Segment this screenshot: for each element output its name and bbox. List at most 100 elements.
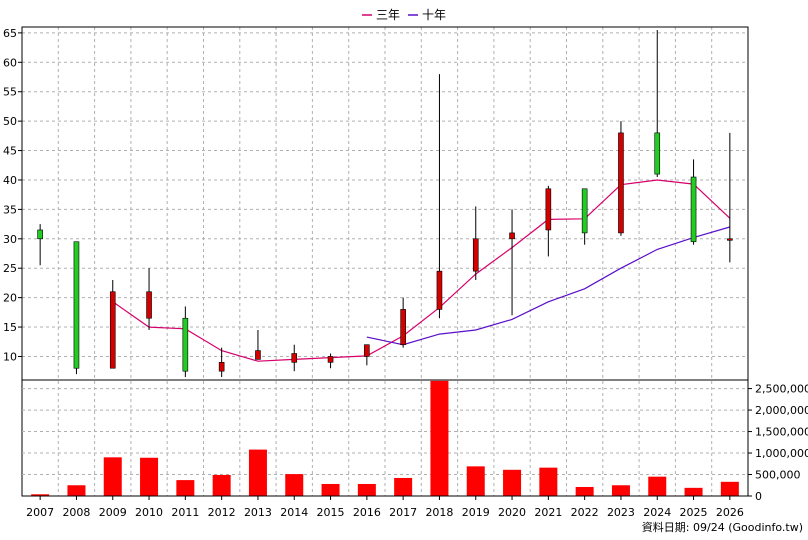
candle	[109, 279, 116, 369]
x-tick-label: 2015	[317, 506, 345, 519]
candle	[291, 344, 298, 372]
candle-body	[218, 362, 225, 372]
candle	[255, 329, 261, 360]
candle	[472, 206, 479, 280]
candle	[146, 268, 152, 330]
candle	[509, 209, 515, 316]
candle	[37, 224, 43, 266]
volume-panel: 0 500,000 1,000,000 1,500,000 2,000,000 2,500…	[22, 380, 808, 503]
y-tick-label: 40	[3, 174, 17, 187]
candle-body	[545, 188, 552, 231]
candle-body	[509, 232, 515, 240]
x-tick-label: 2007	[26, 506, 54, 519]
x-tick-label: 2021	[534, 506, 562, 519]
x-tick-label: 2020	[498, 506, 526, 519]
candle	[73, 241, 80, 375]
candle	[727, 132, 733, 263]
candle-body	[255, 350, 261, 360]
candle-body	[654, 132, 661, 175]
volume-bar	[430, 380, 449, 496]
x-tick-label: 2022	[571, 506, 599, 519]
y-tick-label: 60	[3, 56, 17, 69]
candle-body	[472, 238, 479, 272]
y-tick-label: 20	[3, 292, 17, 305]
candle-body	[618, 132, 624, 234]
y-tick-label: 10	[3, 350, 17, 363]
legend-item: 十年	[408, 8, 446, 22]
candle-body	[364, 344, 370, 357]
y2-tick-label: 2,000,000	[755, 404, 808, 417]
candle-body	[690, 176, 697, 243]
volume-bar	[684, 487, 703, 496]
x-tick-label: 2010	[135, 506, 163, 519]
candle	[327, 353, 334, 369]
x-tick-label: 2009	[99, 506, 127, 519]
x-tick-label: 2019	[462, 506, 490, 519]
ma-line	[366, 226, 730, 346]
volume-bar	[176, 480, 195, 496]
y2-tick-label: 500,000	[755, 469, 801, 482]
x-tick-label: 2013	[244, 506, 272, 519]
candle	[581, 188, 588, 245]
candle	[400, 297, 406, 348]
candle	[182, 306, 189, 378]
volume-bar	[720, 481, 739, 496]
candle-body	[327, 356, 334, 363]
volume-bar	[394, 477, 413, 496]
candle-body	[182, 317, 189, 372]
volume-bar	[648, 476, 667, 496]
candle-body	[291, 353, 298, 363]
x-tick-label: 2008	[62, 506, 90, 519]
volume-bar	[611, 485, 630, 496]
legend: 三年 十年	[362, 8, 446, 22]
volume-bar	[575, 486, 594, 496]
volume-bar	[248, 449, 267, 496]
candle-body	[400, 309, 406, 345]
y2-tick-label: 0	[755, 490, 762, 503]
volume-bar	[539, 467, 558, 496]
x-tick-label: 2017	[389, 506, 417, 519]
x-tick-label: 2012	[208, 506, 236, 519]
y-tick-label: 30	[3, 233, 17, 246]
y2-tick-label: 1,500,000	[755, 426, 808, 439]
candle-body	[146, 291, 152, 319]
y-tick-label: 35	[3, 203, 17, 216]
candle	[218, 347, 225, 378]
x-tick-label: 2014	[280, 506, 308, 519]
candle-body	[727, 238, 733, 241]
candle-body	[109, 291, 116, 369]
y-tick-label: 25	[3, 262, 17, 275]
legend-item: 三年	[362, 8, 400, 22]
candle	[654, 29, 661, 178]
y-tick-label: 55	[3, 86, 17, 99]
x-tick-label: 2023	[607, 506, 635, 519]
y-tick-label: 15	[3, 321, 17, 334]
volume-bar	[466, 466, 485, 496]
volume-bar	[212, 474, 231, 496]
price-panel: 10 15 20 25 30 35 40 45 50 55 60 65	[3, 26, 749, 497]
legend-label: 十年	[422, 8, 446, 22]
volume-bar	[357, 483, 376, 496]
y-tick-label: 45	[3, 145, 17, 158]
x-tick-label: 2018	[425, 506, 453, 519]
x-tick-label: 2016	[353, 506, 381, 519]
ma-line	[112, 179, 731, 362]
candle	[364, 344, 370, 366]
x-tick-label: 2026	[716, 506, 744, 519]
volume-bar	[31, 494, 50, 496]
x-tick-label: 2025	[680, 506, 708, 519]
candle	[618, 121, 624, 236]
legend-label: 三年	[376, 8, 400, 22]
volume-bar	[503, 469, 522, 496]
candle	[690, 159, 697, 245]
candle-body	[581, 188, 588, 234]
x-tick-label: 2024	[643, 506, 671, 519]
candle	[436, 74, 443, 319]
y2-tick-label: 1,000,000	[755, 447, 808, 460]
x-axis: 2007 2008 2009 2010 2011 2012 2013 2014 2015 2016…	[26, 496, 744, 519]
x-tick-label: 2011	[171, 506, 199, 519]
candle	[545, 185, 552, 257]
y-tick-label: 50	[3, 115, 17, 128]
candle-body	[73, 241, 80, 369]
volume-bar	[103, 457, 122, 496]
